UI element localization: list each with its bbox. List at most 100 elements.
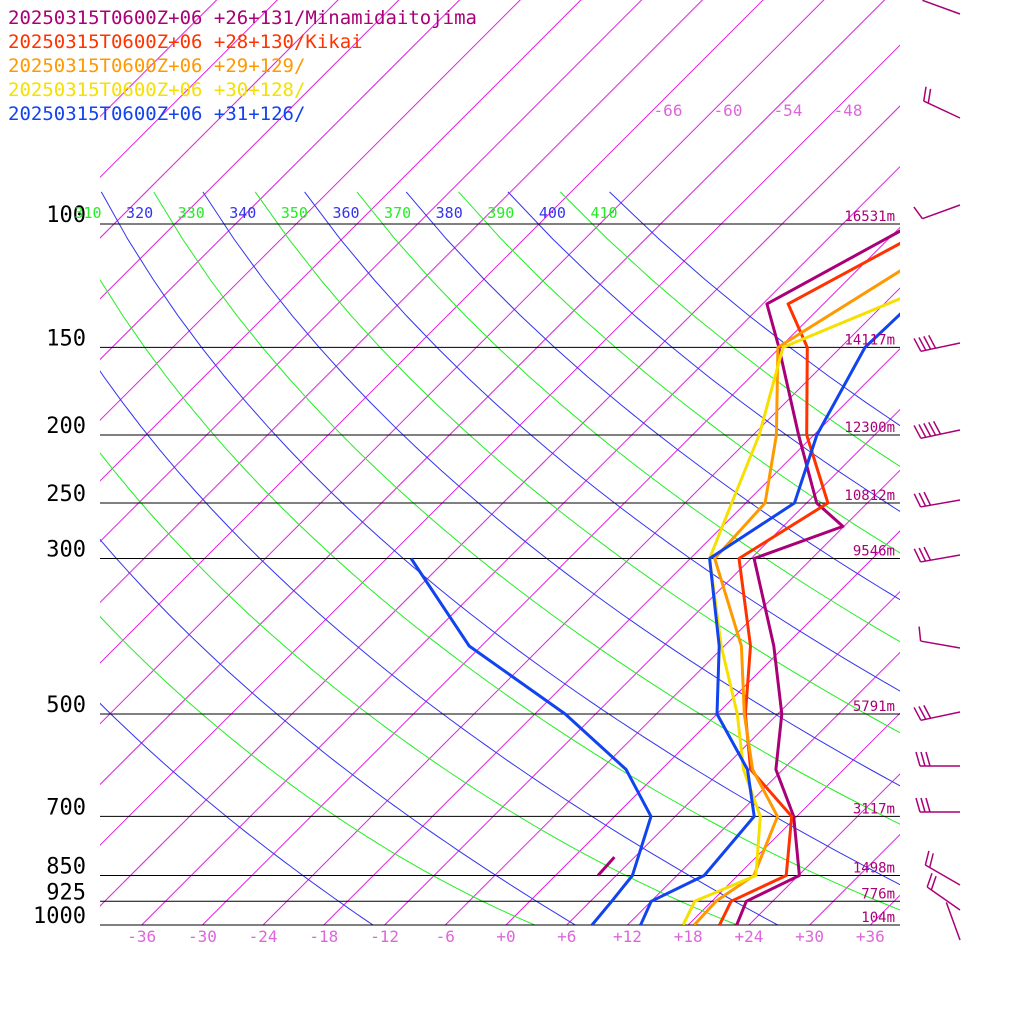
isotherm-line <box>100 0 279 179</box>
pressure-label: 700 <box>46 795 86 820</box>
moist-adiabat-line <box>153 191 900 825</box>
isotherm-line <box>100 0 643 543</box>
x-tick-label: +0 <box>496 927 515 946</box>
wind-barb <box>913 491 961 508</box>
pressure-label: 1000 <box>33 904 86 929</box>
isotherm-line <box>262 287 900 925</box>
isotherm-line <box>100 0 704 604</box>
wind-barb <box>945 902 961 941</box>
isotherm-line <box>809 833 900 925</box>
height-label: 16531m <box>844 209 895 225</box>
theta-label: 340 <box>229 204 256 222</box>
wind-barb <box>922 0 961 15</box>
isotherm-line <box>100 0 521 421</box>
height-label: 3117m <box>853 801 895 817</box>
isotherm-line <box>141 165 900 925</box>
temperature-profile-line <box>693 269 900 925</box>
pressure-label: 850 <box>46 855 86 880</box>
pressure-label: 250 <box>46 482 86 507</box>
wind-barb <box>918 626 961 649</box>
pressure-label: 150 <box>46 326 86 351</box>
height-label: 9546m <box>853 544 895 560</box>
height-label: 104m <box>861 910 895 926</box>
pressure-label: 500 <box>46 693 86 718</box>
x-tick-label: -6 <box>436 927 455 946</box>
moist-adiabat-line <box>254 191 900 734</box>
wind-barb <box>923 86 961 119</box>
legend-entry: 20250315T0600Z+06 +29+129/ <box>8 55 305 77</box>
x-tick-label: -18 <box>309 927 338 946</box>
height-label: 10812m <box>844 488 895 504</box>
wind-barb <box>924 850 961 886</box>
isotherm-line <box>202 226 900 925</box>
isotherm-line <box>444 469 900 925</box>
upper-temperature-label: -66 <box>654 101 683 120</box>
wind-barb <box>913 705 961 722</box>
height-label: 776m <box>861 886 895 902</box>
temperature-profile-line <box>639 312 900 925</box>
upper-temperature-label: -48 <box>834 101 863 120</box>
dry-adiabat-line <box>100 538 577 925</box>
x-tick-label: +36 <box>856 927 885 946</box>
theta-label: 380 <box>436 204 463 222</box>
legend-entry: 20250315T0600Z+06 +30+128/ <box>8 79 305 101</box>
isotherm-line <box>100 105 900 907</box>
isobar-lines <box>100 223 900 926</box>
temperature-profile-line <box>718 241 900 925</box>
wind-barb <box>913 204 961 220</box>
wind-barb <box>913 334 961 353</box>
theta-label: 410 <box>590 204 617 222</box>
isotherm-line <box>566 590 900 925</box>
pressure-label: 925 <box>46 880 86 905</box>
wind-barbs-column <box>913 0 961 941</box>
moist-adiabat-line <box>100 278 900 911</box>
x-tick-label: -36 <box>127 927 156 946</box>
legend: 20250315T0600Z+06 +26+131/Minamidaitojim… <box>8 7 477 125</box>
isotherm-line <box>505 530 900 925</box>
moist-adiabat-line <box>356 191 900 643</box>
dry-adiabat-line <box>405 191 900 601</box>
height-label: 1498m <box>853 861 895 877</box>
upper-temperature-label: -54 <box>774 101 803 120</box>
legend-entry: 20250315T0600Z+06 +26+131/Minamidaitojim… <box>8 7 477 29</box>
height-label: 5791m <box>853 699 895 715</box>
x-tick-label: -30 <box>188 927 217 946</box>
temperature-profile-line <box>681 297 900 925</box>
isotherm-line <box>687 712 900 925</box>
upper-temperature-label: -60 <box>714 101 743 120</box>
legend-entry: 20250315T0600Z+06 +28+130/Kikai <box>8 31 363 53</box>
wind-barb <box>913 546 961 563</box>
x-tick-label: -12 <box>370 927 399 946</box>
legend-entry: 20250315T0600Z+06 +31+126/ <box>8 103 305 125</box>
isotherm-line <box>992 0 1024 925</box>
background-grid <box>100 0 1024 925</box>
height-label: 14117m <box>844 332 895 348</box>
dry-adiabat-line <box>202 191 900 787</box>
isotherm-line <box>931 0 1024 925</box>
height-label: 12300m <box>844 420 895 436</box>
theta-label: 370 <box>384 204 411 222</box>
isotherm-line <box>627 651 900 925</box>
x-tick-label: +24 <box>734 927 763 946</box>
isotherm-line <box>100 0 400 300</box>
x-tick-label: +30 <box>795 927 824 946</box>
isotherm-line <box>748 773 900 925</box>
wind-barb <box>913 420 961 440</box>
pressure-label: 300 <box>46 538 86 563</box>
wind-barb <box>926 873 961 911</box>
isotherm-line <box>100 44 900 846</box>
isotherm-line <box>100 0 582 482</box>
x-tick-label: +18 <box>674 927 703 946</box>
theta-label: 360 <box>332 204 359 222</box>
isotherm-line <box>100 0 339 239</box>
wind-barb <box>915 797 960 813</box>
isotherm-line <box>100 0 764 664</box>
theta-label: 390 <box>487 204 514 222</box>
isotherm-line <box>384 408 900 925</box>
moist-adiabat-line <box>100 615 537 925</box>
wind-barb <box>915 751 960 767</box>
series-lines <box>409 229 900 925</box>
isotherm-line <box>100 0 886 786</box>
